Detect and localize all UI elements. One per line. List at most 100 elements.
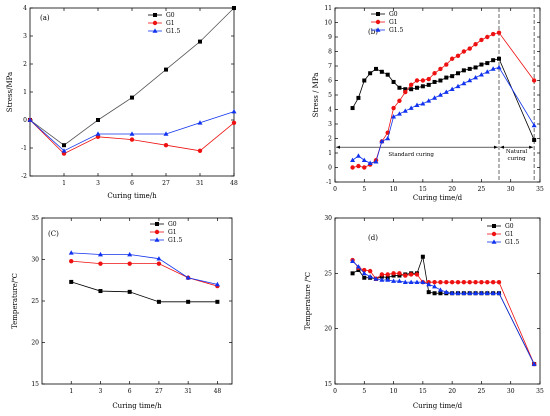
x-tick-label: 15 xyxy=(419,186,427,193)
data-point-g0 xyxy=(438,78,443,83)
data-point-g1-5 xyxy=(437,92,443,97)
x-tick-label: 3 xyxy=(99,388,103,395)
data-point-g1 xyxy=(350,165,355,170)
data-point-g1-5 xyxy=(426,98,432,103)
y-tick-label: 3 xyxy=(328,121,332,128)
data-point-g1 xyxy=(197,148,203,153)
data-point-g1 xyxy=(408,272,414,277)
data-point-g1 xyxy=(531,78,537,83)
data-point-g0 xyxy=(350,271,355,276)
y-axis-label: Stress / MPa xyxy=(312,73,320,118)
data-point-g1 xyxy=(391,271,396,276)
data-point-g1-5 xyxy=(361,270,367,276)
y-tick-label: 0 xyxy=(328,165,332,172)
data-point-g1-5 xyxy=(385,277,391,282)
data-point-g1-5 xyxy=(350,258,356,263)
data-point-g0 xyxy=(426,82,431,87)
y-tick-label: 25 xyxy=(31,298,39,305)
data-point-g1-5 xyxy=(402,108,408,113)
data-point-g1-5 xyxy=(449,290,455,296)
data-point-g1 xyxy=(485,34,490,40)
data-point-g1 xyxy=(385,272,390,277)
data-point-g0 xyxy=(391,273,396,278)
data-point-g1 xyxy=(231,120,237,126)
data-point-g1-5 xyxy=(449,86,455,91)
x-tick-label: 25 xyxy=(478,388,486,395)
data-point-g1-5 xyxy=(432,95,438,100)
data-point-g1-5 xyxy=(129,131,135,136)
data-point-g0 xyxy=(198,39,202,44)
x-axis-label: Curing time/d xyxy=(413,194,463,202)
y-tick-label: 2 xyxy=(328,136,332,143)
data-point-g0 xyxy=(444,75,449,80)
data-point-g1-5 xyxy=(461,80,467,86)
x-tick-label: 0 xyxy=(333,388,337,395)
data-point-g0 xyxy=(98,289,103,294)
data-point-g0 xyxy=(232,6,236,10)
data-point-g1-5 xyxy=(350,157,356,163)
data-point-g1-5 xyxy=(467,77,473,83)
data-point-g1-5 xyxy=(478,290,484,296)
x-tick-label: 31 xyxy=(196,180,204,187)
data-point-g1 xyxy=(455,53,461,59)
natural-curing-label: curing xyxy=(508,156,527,162)
data-point-g1-5 xyxy=(496,290,502,296)
panel-label: (b) xyxy=(368,28,378,36)
legend-marker-g1 xyxy=(375,19,381,25)
y-tick-label: 1 xyxy=(23,89,27,96)
series-g1-5 xyxy=(68,250,220,287)
data-point-g1-5 xyxy=(379,277,385,282)
x-tick-label: 1 xyxy=(69,388,73,395)
data-point-g1-5 xyxy=(467,290,473,296)
data-point-g1-5 xyxy=(27,117,33,122)
y-tick-label: 35 xyxy=(31,215,39,222)
data-point-g1 xyxy=(432,279,437,285)
data-point-g1-5 xyxy=(127,251,133,257)
data-point-g1-5 xyxy=(396,111,402,116)
legend-marker-g1-5 xyxy=(152,28,158,33)
x-tick-label: 20 xyxy=(448,388,456,395)
arrow-head-left xyxy=(336,145,340,149)
data-point-g1 xyxy=(403,273,408,278)
y-tick-label: 25 xyxy=(324,270,332,277)
legend-label-g0: G0 xyxy=(168,221,177,228)
legend-label-g1: G1 xyxy=(505,231,514,238)
data-point-g1-5 xyxy=(61,148,67,153)
y-tick-label: 30 xyxy=(31,257,39,264)
panel-label: (d) xyxy=(368,234,378,242)
data-point-g1-5 xyxy=(95,131,101,136)
legend-label-g0: G0 xyxy=(166,12,175,19)
data-point-g0 xyxy=(156,299,161,304)
series-line-g1-5 xyxy=(71,252,218,285)
data-point-g1 xyxy=(438,279,443,285)
data-point-g1-5 xyxy=(531,361,537,366)
data-point-g1-5 xyxy=(197,120,203,125)
data-point-g1 xyxy=(69,258,74,264)
x-axis-label: Curing time/h xyxy=(112,402,162,410)
x-tick-label: 10 xyxy=(390,186,398,193)
data-point-g1 xyxy=(479,279,484,285)
series-g1-5 xyxy=(27,109,237,153)
data-point-g0 xyxy=(479,62,484,67)
y-tick-label: 15 xyxy=(31,381,39,388)
data-point-g1 xyxy=(449,56,455,61)
data-point-g0 xyxy=(186,299,191,304)
arrow-head-right xyxy=(529,145,534,149)
y-tick-label: 4 xyxy=(23,5,27,12)
data-point-g1 xyxy=(490,279,496,285)
data-point-g1-5 xyxy=(455,83,461,89)
data-point-g1 xyxy=(420,78,426,83)
data-point-g0 xyxy=(432,79,437,84)
data-point-g1-5 xyxy=(185,275,191,280)
data-point-g1-5 xyxy=(367,160,373,165)
data-point-g0 xyxy=(69,279,74,284)
data-point-g1-5 xyxy=(432,284,438,289)
data-point-g1-5 xyxy=(355,153,361,158)
data-point-g1-5 xyxy=(214,281,220,287)
data-point-g1 xyxy=(432,71,437,76)
data-point-g1 xyxy=(496,30,502,35)
data-point-g0 xyxy=(374,66,378,71)
panel-label: (C) xyxy=(48,230,59,238)
legend-marker-g1-5 xyxy=(375,27,381,32)
data-point-g0 xyxy=(491,58,496,63)
